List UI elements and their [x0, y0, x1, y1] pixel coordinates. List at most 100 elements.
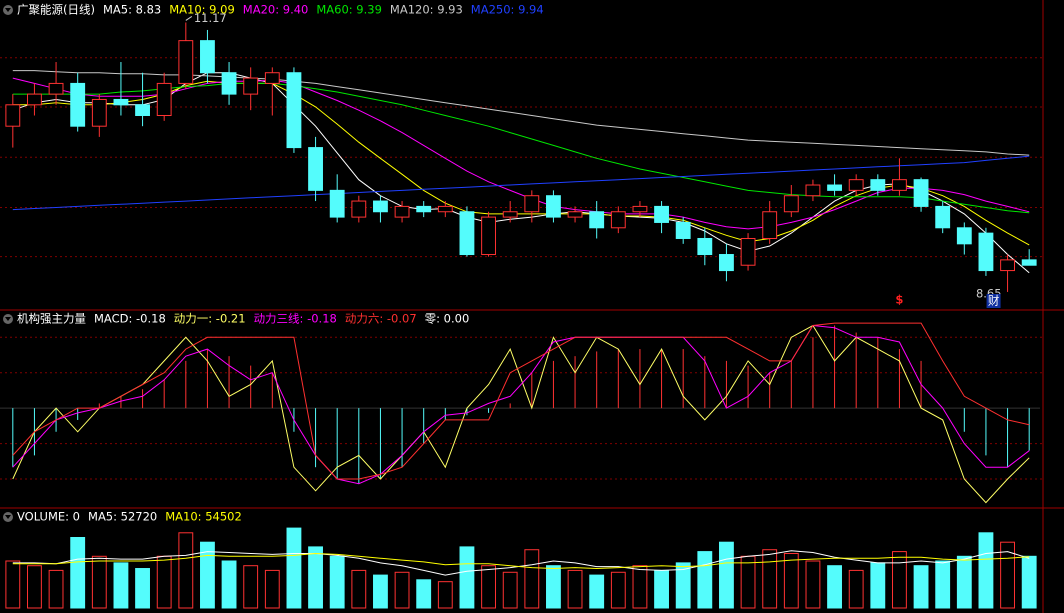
candle-body	[805, 184, 821, 197]
candle-body	[719, 254, 734, 272]
volume-bar	[654, 569, 669, 609]
candle-body	[762, 211, 778, 239]
candle-body	[394, 205, 410, 218]
signal-marker: $	[895, 293, 903, 307]
indicator-line	[12, 82, 1030, 214]
candle-body	[481, 216, 496, 256]
candle-body	[329, 189, 345, 218]
volume-bar	[719, 541, 734, 609]
volume-bar	[5, 560, 21, 609]
candle-body	[221, 72, 237, 95]
volume-bar	[178, 532, 194, 609]
volume-bar	[481, 565, 496, 609]
volume-bar	[567, 569, 583, 609]
indicator-line	[12, 552, 1030, 570]
candle-body	[135, 104, 150, 117]
indicator-line	[12, 155, 1030, 211]
candle-body	[913, 179, 929, 207]
candle-body	[308, 147, 323, 191]
volume-bar	[394, 571, 410, 609]
volume-bar	[351, 569, 367, 609]
volume-bar	[286, 527, 302, 609]
candle-body	[70, 82, 86, 127]
candle-body	[783, 195, 799, 213]
candle-body	[416, 205, 432, 213]
panel-title: 机构强主力量	[17, 312, 86, 326]
volume-bar	[48, 569, 64, 609]
volume-bar	[70, 537, 86, 609]
volume-bar	[437, 581, 453, 609]
candle-body	[870, 179, 886, 191]
volume-bar	[956, 555, 972, 609]
candle-body	[373, 200, 388, 213]
indicator-line	[12, 324, 1030, 504]
candle-body	[156, 82, 172, 116]
signal-marker: 财	[988, 294, 1000, 308]
volume-bar	[91, 555, 107, 609]
volume-bar	[892, 551, 907, 609]
candle-body	[1021, 259, 1037, 266]
indicator-line	[12, 322, 1030, 480]
candle-body	[243, 77, 259, 95]
volume-bar	[373, 574, 388, 609]
volume-bar	[156, 555, 172, 609]
candle-body	[610, 211, 626, 229]
candle-body	[459, 211, 475, 256]
volume-bar	[27, 565, 42, 609]
candle-body	[654, 205, 669, 223]
candle-body	[5, 104, 21, 127]
candle-body	[502, 211, 518, 218]
candle-body	[1000, 259, 1015, 272]
candle-body	[113, 98, 129, 106]
panel-icon-arrow	[5, 8, 11, 12]
volume-bar	[913, 565, 929, 609]
volume-bar	[524, 549, 540, 609]
legend-entry: MA120: 9.93	[390, 3, 463, 17]
legend-entry: MACD: -0.18	[94, 312, 166, 326]
volume-bar	[243, 565, 259, 609]
candle-body	[178, 40, 194, 84]
volume-bar	[1021, 555, 1037, 609]
indicator-line	[12, 324, 1030, 485]
high-pointer	[185, 16, 193, 21]
signal-box	[986, 294, 1001, 308]
volume-bar	[935, 560, 951, 609]
candle-body	[27, 93, 42, 106]
candle-body	[48, 82, 64, 95]
panel-icon-arrow	[5, 515, 11, 519]
volume-bar	[546, 565, 561, 609]
volume-bar	[135, 568, 150, 609]
volume-bar	[459, 546, 475, 609]
volume-bar	[264, 569, 280, 609]
candle-body	[740, 237, 756, 266]
volume-bar	[113, 562, 129, 609]
legend-entry: MA60: 9.39	[316, 3, 382, 17]
legend-entry: MA20: 9.40	[243, 3, 309, 17]
candle-body	[200, 40, 215, 74]
volume-bar	[805, 560, 821, 609]
volume-bar	[610, 571, 626, 609]
candle-body	[91, 98, 107, 127]
volume-bar	[675, 562, 691, 609]
panel-title: VOLUME: 0	[17, 510, 80, 524]
candle-body	[437, 205, 453, 213]
volume-bar	[783, 552, 799, 609]
legend-entry: MA10: 54502	[165, 510, 242, 524]
legend-entry: MA5: 52720	[88, 510, 157, 524]
candle-body	[978, 232, 994, 272]
candle-body	[546, 195, 561, 218]
candle-body	[935, 205, 951, 229]
legend-entry: MA5: 8.83	[103, 3, 161, 17]
volume-bar	[502, 571, 518, 609]
candle-body	[848, 179, 864, 191]
candle-body	[524, 195, 540, 213]
volume-bar	[762, 549, 778, 609]
legend-entry: 动力三线: -0.18	[254, 312, 337, 326]
volume-bar	[848, 569, 864, 609]
high-label: 11.17	[194, 11, 227, 25]
indicator-line	[12, 77, 1030, 230]
candle-body	[286, 72, 302, 149]
candle-body	[351, 200, 367, 218]
legend-entry: MA10: 9.09	[169, 3, 235, 17]
